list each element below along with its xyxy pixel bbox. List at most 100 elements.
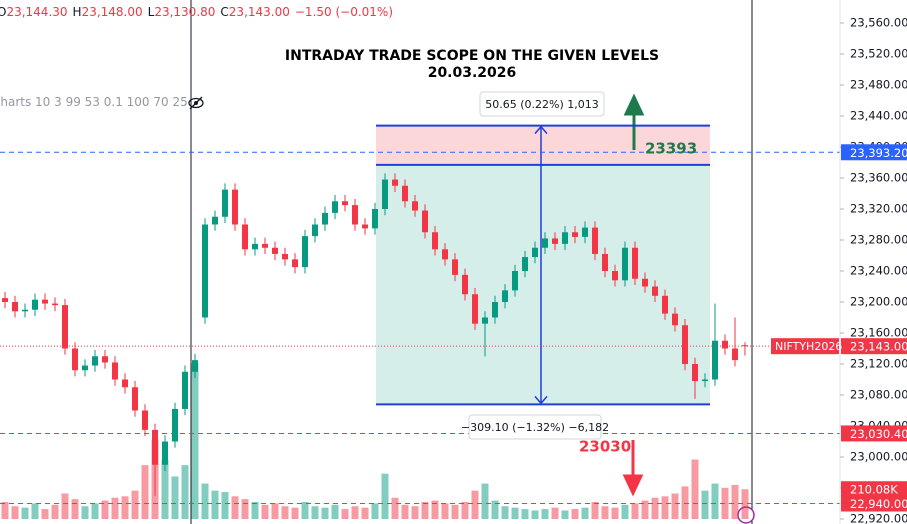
candle-body xyxy=(712,340,718,380)
candle-body xyxy=(152,429,158,465)
candle-body xyxy=(312,224,318,237)
measure-label: −309.10 (−1.32%) −6,182 xyxy=(461,421,609,434)
annotation: 23393 xyxy=(645,140,697,158)
volume-bar xyxy=(661,496,669,519)
candle-body xyxy=(392,179,398,186)
candle-body xyxy=(322,212,328,225)
candle-body xyxy=(332,201,338,213)
volume-bar xyxy=(451,504,459,519)
symbol-tag-box xyxy=(771,338,839,355)
candle-body xyxy=(742,345,748,347)
volume-bar xyxy=(631,503,639,519)
candle-body xyxy=(692,364,698,382)
volume-bar xyxy=(61,493,69,519)
volume-bar xyxy=(91,503,99,519)
y-tick-label: 23,280.00 xyxy=(850,233,907,247)
measure-label-box xyxy=(479,91,605,117)
price-label-box xyxy=(841,425,907,442)
volume-bar xyxy=(111,497,119,519)
up-arrow xyxy=(623,93,645,150)
candle-body xyxy=(482,317,488,324)
candle-body xyxy=(542,238,548,248)
candle-body xyxy=(282,253,288,260)
eye-icon[interactable] xyxy=(188,96,204,110)
volume-bar xyxy=(21,507,29,519)
volume-bar xyxy=(391,497,399,519)
candle-body xyxy=(652,286,658,296)
candle-body xyxy=(112,362,118,380)
candle-body xyxy=(162,441,168,465)
volume-bar xyxy=(221,492,229,519)
volume-bar xyxy=(101,500,109,519)
volume-bar xyxy=(311,506,319,519)
candle-body xyxy=(612,271,618,281)
volume-bar xyxy=(81,506,89,519)
candle-body xyxy=(582,227,588,237)
measure-loss-zone xyxy=(376,164,710,405)
measure-arrow-head xyxy=(534,125,548,405)
candle-body xyxy=(182,371,188,409)
price-label-box xyxy=(841,338,907,355)
candle-body xyxy=(412,201,418,211)
candle-body xyxy=(642,278,648,287)
candle-body xyxy=(732,348,738,361)
candle-body xyxy=(72,348,78,371)
annotation: 23030 xyxy=(579,438,631,456)
candle-body xyxy=(252,243,258,250)
volume-bar xyxy=(651,497,659,519)
volume-bar xyxy=(561,510,569,519)
candle-body xyxy=(492,302,498,318)
candle-body xyxy=(592,227,598,254)
candle-body xyxy=(702,379,708,382)
ohlc-value: 23,144.30 xyxy=(6,5,68,19)
candle-body xyxy=(532,247,538,258)
volume-bar xyxy=(641,500,649,519)
volume-bar xyxy=(301,501,309,519)
candle-body xyxy=(362,224,368,229)
candle-body xyxy=(12,302,18,312)
candle-body xyxy=(682,325,688,364)
candle-body xyxy=(522,257,528,271)
volume-bar xyxy=(591,501,599,519)
candle-body xyxy=(452,259,458,275)
y-tick-label: 23,440.00 xyxy=(850,109,907,123)
volume-bar xyxy=(551,507,559,519)
candle-body xyxy=(302,236,308,268)
volume-bar xyxy=(421,501,429,519)
volume-bar xyxy=(431,500,439,519)
ohlc-value: 23,130.80 xyxy=(154,5,216,19)
volume-bar xyxy=(351,506,359,519)
volume-bar xyxy=(341,509,349,519)
change: −1.50 (−0.01%) xyxy=(294,5,394,19)
candle-body xyxy=(52,303,58,306)
candle-body xyxy=(192,360,198,372)
volume-bar xyxy=(141,465,149,519)
volume-bar xyxy=(461,501,469,519)
candle-body xyxy=(42,299,48,304)
candle-body xyxy=(102,356,108,363)
candle-body xyxy=(442,249,448,260)
volume-bar xyxy=(701,490,709,519)
volume-bar xyxy=(671,493,679,519)
candle-body xyxy=(142,410,148,430)
y-tick-label: 23,520.00 xyxy=(850,47,907,61)
volume-bar xyxy=(41,509,49,519)
candle-body xyxy=(572,232,578,237)
candle-body xyxy=(122,379,128,388)
candle-body xyxy=(722,340,728,349)
candle-body xyxy=(352,205,358,225)
volume-bar xyxy=(1,501,9,519)
volume-bar xyxy=(241,499,249,519)
candle-body xyxy=(2,298,8,302)
measure-profit-zone xyxy=(376,125,710,165)
ohlc-value: 23,143.00 xyxy=(228,5,290,19)
candle-body xyxy=(462,274,468,295)
volume-bar xyxy=(681,486,689,519)
candle-body xyxy=(172,408,178,442)
price-label: 22,940.00 xyxy=(850,497,907,511)
volume-label-box xyxy=(841,481,907,498)
candle-body xyxy=(232,189,238,225)
volume-bar xyxy=(471,490,479,519)
